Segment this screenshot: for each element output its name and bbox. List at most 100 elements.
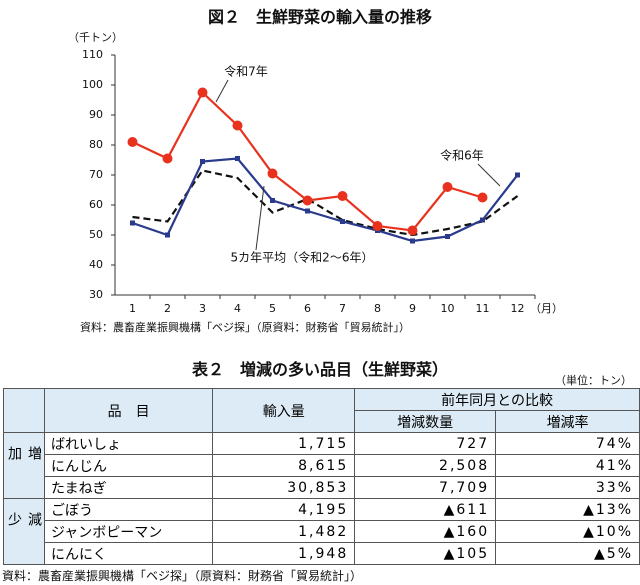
point-marker: [200, 159, 205, 164]
chart-title: 図２ 生鮮野菜の輸入量の推移: [208, 8, 432, 27]
point-marker: [515, 172, 520, 178]
x-tick-label: 3: [199, 302, 206, 315]
y-tick-label: 50: [89, 228, 103, 241]
y-tick-label: 110: [82, 48, 103, 61]
table-row: にんにく 1,948 ▲105 ▲5%: [4, 542, 640, 565]
group-label: 減少: [6, 511, 42, 548]
header-cell: [3, 388, 45, 433]
annotation-leader: [255, 185, 265, 251]
number-cell: 74%: [495, 432, 640, 455]
table-row: 減少 ごぼう 4,195 ▲611 ▲13%: [3, 498, 640, 565]
table-unit: （単位：トン）: [555, 374, 632, 387]
table-row: にんじん 8,615 2,508 41%: [4, 454, 640, 477]
x-tick-label: 8: [374, 302, 381, 315]
header-cell: 増減数量: [354, 410, 497, 433]
series-label: 令和7年: [224, 64, 268, 79]
group-cell: 減少: [3, 498, 45, 565]
x-tick-label: 10: [441, 302, 455, 315]
series-line: [132, 157, 519, 243]
group-cell: 増加: [3, 432, 45, 499]
number-cell: 4,195: [212, 498, 356, 521]
point-marker: [130, 220, 135, 226]
y-axis-label: （千トン）: [68, 31, 123, 44]
y-tick-label: 40: [89, 258, 103, 271]
y-tick-label: 90: [89, 108, 103, 121]
series-line: [132, 169, 519, 237]
annotation-leader: [215, 79, 229, 103]
header-cell: 増減率: [495, 410, 640, 433]
point-marker: [410, 238, 415, 244]
x-tick-label: 2: [164, 302, 171, 315]
item-cell: にんじん: [43, 454, 214, 477]
x-tick-label: 9: [409, 302, 416, 315]
point-marker: [340, 219, 345, 224]
number-cell: 1,482: [212, 520, 356, 543]
point-marker: [270, 198, 275, 203]
point-marker: [407, 225, 418, 236]
y-tick-label: 60: [89, 198, 103, 211]
number-cell: ▲13%: [495, 498, 640, 521]
annotation-leader: [477, 163, 501, 187]
number-cell: 30,853: [212, 476, 356, 499]
item-cell: たまねぎ: [43, 476, 214, 499]
item-cell: ばれいしょ: [43, 432, 214, 455]
series-label: 令和6年: [440, 148, 484, 163]
point-marker: [267, 168, 278, 179]
x-tick-label: 6: [304, 302, 311, 315]
y-tick-label: 30: [89, 288, 103, 301]
item-cell: ジャンボピーマン: [43, 520, 214, 543]
table: 品 目 輸入量 前年同月との比較 増減数量 増減率 増加 ばれいしょ 1,715 72…: [3, 388, 640, 565]
point-marker: [445, 234, 450, 239]
chart: 図２ 生鮮野菜の輸入量の推移 （千トン） （月） 資料：農畜産業振興機構「ベジ探…: [68, 8, 563, 335]
point-marker: [197, 87, 208, 98]
x-tick-label: 5: [269, 302, 276, 315]
point-marker: [232, 120, 243, 131]
x-axis-label: （月）: [530, 302, 563, 315]
number-cell: 8,615: [212, 454, 356, 477]
point-marker: [337, 191, 348, 201]
number-cell: 727: [354, 432, 497, 455]
point-marker: [162, 153, 173, 164]
number-cell: 1,948: [212, 542, 356, 565]
number-cell: ▲105: [354, 542, 497, 565]
number-cell: ▲611: [354, 498, 497, 521]
number-cell: 41%: [495, 454, 640, 477]
point-marker: [235, 156, 240, 161]
x-tick-label: 12: [511, 302, 525, 315]
x-tick-label: 7: [339, 302, 346, 315]
point-marker: [442, 182, 453, 192]
header-cell: 品 目: [43, 388, 214, 433]
point-marker: [372, 221, 383, 231]
number-cell: ▲160: [354, 520, 497, 543]
point-marker: [477, 192, 488, 203]
series-label: 5カ年平均（令和2～6年）: [231, 250, 374, 265]
chart-source: 資料：農畜産業振興機構「ベジ探」（原資料：財務省「貿易統計」）: [80, 320, 410, 334]
point-marker: [165, 232, 170, 238]
number-cell: ▲5%: [495, 542, 640, 565]
x-tick-label: 4: [234, 302, 241, 315]
table-row: ジャンボピーマン 1,482 ▲160 ▲10%: [4, 520, 640, 543]
point-marker: [302, 195, 313, 206]
table-row: 増加 ばれいしょ 1,715 727 74%: [3, 432, 640, 499]
table-source: 資料：農畜産業振興機構「ベジ探」（原資料：財務省「貿易統計」）: [2, 569, 363, 583]
x-tick-label: 1: [129, 302, 136, 315]
number-cell: 7,709: [354, 476, 497, 499]
x-tick-label: 11: [476, 302, 490, 315]
number-cell: 2,508: [354, 454, 497, 477]
number-cell: 33%: [495, 476, 640, 499]
header-cell: 前年同月との比較: [354, 388, 640, 411]
y-tick-label: 70: [89, 168, 103, 181]
point-marker: [480, 217, 485, 223]
item-cell: にんにく: [43, 542, 214, 565]
number-cell: ▲10%: [495, 520, 640, 543]
point-marker: [305, 208, 310, 214]
y-tick-label: 80: [89, 138, 103, 151]
group-label: 増加: [6, 445, 42, 482]
y-tick-label: 100: [82, 78, 103, 91]
table-title: 表２ 増減の多い品目（生鮮野菜）: [191, 360, 448, 379]
item-cell: ごぼう: [43, 498, 214, 521]
point-marker: [127, 137, 138, 147]
number-cell: 1,715: [212, 432, 356, 455]
table-row: たまねぎ 30,853 7,709 33%: [4, 476, 640, 499]
